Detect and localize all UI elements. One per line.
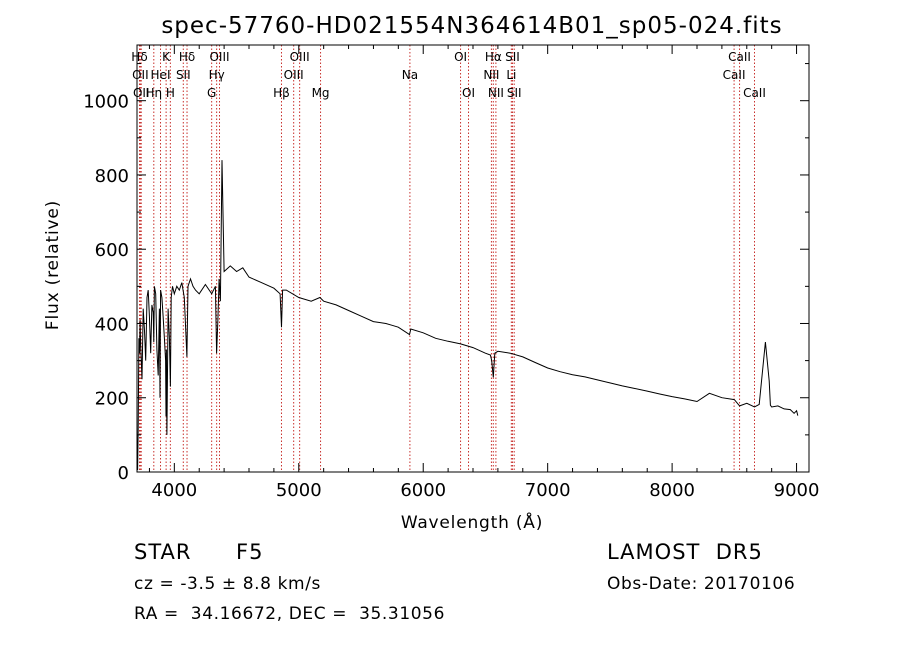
axes: 4000 5000 6000 7000 8000 9000 0 200 400 600 800 100… xyxy=(83,45,819,501)
x-tick-label: 9000 xyxy=(774,480,820,501)
y-tick-label: 800 xyxy=(95,166,129,187)
spectral-line-label: OI xyxy=(462,86,475,100)
coordinates: RA = 34.16672, DEC = 35.31056 xyxy=(134,604,446,624)
spectrum-line xyxy=(137,160,799,471)
spectral-line-label: Hδ xyxy=(131,50,147,64)
spectral-line-label: K xyxy=(162,50,171,64)
spectral-line-label: Hα xyxy=(485,50,502,64)
spectral-line-label: SII xyxy=(507,86,522,100)
y-tick-label: 0 xyxy=(118,463,129,484)
spectral-line-label: OIII xyxy=(284,68,304,82)
y-axis-label: Flux (relative) xyxy=(43,200,63,330)
obs-date: Obs-Date: 20170106 xyxy=(607,574,796,594)
y-tick-label: 400 xyxy=(95,314,129,335)
plot-frame xyxy=(136,44,810,473)
spectral-line-label: CaII xyxy=(728,50,751,64)
spectral-line-label: G xyxy=(207,86,216,100)
spectral-line-label: OIII xyxy=(209,50,229,64)
spectral-line-label: SII xyxy=(505,50,520,64)
spectral-line-label: SII xyxy=(176,68,191,82)
spectral-line-label: OIII xyxy=(290,50,310,64)
spectral-line-label: Hη xyxy=(145,86,162,100)
spectral-line-label: HeI xyxy=(151,68,171,82)
spectral-line-label: Hβ xyxy=(273,86,290,100)
spectral-line-label: Hγ xyxy=(209,68,225,82)
y-tick-label: 600 xyxy=(95,240,129,261)
spectral-line-label: Li xyxy=(506,68,516,82)
object-subclass: F5 xyxy=(236,540,264,564)
spectral-line-label: Na xyxy=(402,68,418,82)
spectral-line-label: H xyxy=(166,86,175,100)
spectral-line-label: OI xyxy=(454,50,467,64)
survey-release: LAMOST DR5 xyxy=(607,540,763,564)
spectral-line-label: CaII xyxy=(743,86,766,100)
x-tick-label: 5000 xyxy=(276,480,322,501)
x-tick-label: 6000 xyxy=(400,480,446,501)
x-axis-label: Wavelength (Å) xyxy=(401,511,543,533)
y-tick-label: 200 xyxy=(95,389,129,410)
spectral-line-label: CaII xyxy=(723,68,746,82)
spectral-line-label: Mg xyxy=(312,86,330,100)
object-class: STAR xyxy=(134,540,192,564)
spectral-line-label: OII xyxy=(132,68,149,82)
chart-title: spec-57760-HD021554N364614B01_sp05-024.f… xyxy=(161,13,782,39)
y-tick-label: 1000 xyxy=(83,92,129,113)
spectral-line-label: NII xyxy=(483,68,499,82)
x-tick-label: 4000 xyxy=(151,480,197,501)
spectral-line-markers xyxy=(138,45,755,472)
spectral-line-label: NII xyxy=(488,86,504,100)
spectral-line-labels: HδOIIOIIHηHeIKHSIIHδGHγOIIIHβOIIIOIIIMgN… xyxy=(131,50,766,100)
x-tick-label: 8000 xyxy=(649,480,695,501)
redshift-readout: cz = -3.5 ± 8.8 km/s xyxy=(134,574,321,594)
spectral-line-label: OII xyxy=(133,86,150,100)
spectral-line-label: Hδ xyxy=(179,50,195,64)
x-tick-label: 7000 xyxy=(525,480,571,501)
